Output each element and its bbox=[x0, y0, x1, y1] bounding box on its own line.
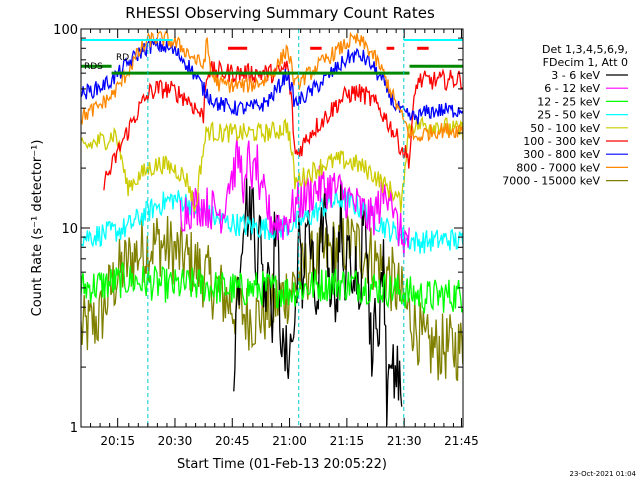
y-tick-label: 100 bbox=[53, 23, 78, 38]
legend-label: 800 - 7000 keV bbox=[516, 161, 600, 174]
footer-timestamp: 23-Oct-2021 01:04 bbox=[570, 470, 637, 478]
y-axis-label: Count Rate (s⁻¹ detector⁻¹) bbox=[30, 140, 45, 317]
series-line-50-100-kev bbox=[81, 115, 463, 213]
axis-ticks: 20:15 20:30 20:45 21:00 21:15 21:30 21:45 1 10 10… bbox=[53, 23, 479, 448]
x-tick-label: 20:45 bbox=[215, 434, 250, 448]
x-tick-label: 20:30 bbox=[158, 434, 193, 448]
x-tick-label: 21:15 bbox=[330, 434, 365, 448]
x-tick-label: 21:45 bbox=[444, 434, 479, 448]
legend-label: 3 - 6 keV bbox=[551, 69, 600, 82]
x-tick-label: 21:00 bbox=[272, 434, 307, 448]
legend-label: 7000 - 15000 keV bbox=[502, 175, 600, 188]
legend-label: 25 - 50 keV bbox=[537, 109, 600, 122]
legend-header-line-1: Det 1,3,4,5,6,9, bbox=[542, 43, 628, 56]
legend-label: 300 - 800 keV bbox=[523, 148, 600, 161]
y-tick-label: 1 bbox=[70, 421, 78, 436]
y-tick-label: 10 bbox=[61, 222, 78, 237]
series-line-100-300-kev bbox=[103, 59, 463, 191]
series-line-6-12-kev bbox=[179, 137, 410, 258]
overlay-layer bbox=[81, 29, 463, 427]
x-axis-label: Start Time (01-Feb-13 20:05:22) bbox=[177, 457, 387, 472]
x-tick-label: 20:15 bbox=[100, 434, 135, 448]
series-line-800-7000-kev bbox=[81, 30, 463, 142]
series-line-3-6-kev bbox=[233, 177, 403, 426]
flag-label-rds: RDS bbox=[84, 62, 103, 72]
chart-title: RHESSI Observing Summary Count Rates bbox=[125, 4, 435, 22]
legend-header-line-2: FDecim 1, Att 0 bbox=[543, 56, 628, 69]
series-layer bbox=[81, 30, 463, 426]
legend-label: 12 - 25 keV bbox=[537, 95, 600, 108]
series-line-12-25-kev bbox=[81, 262, 463, 314]
flag-label-rd: RD bbox=[116, 53, 129, 63]
legend-label: 50 - 100 keV bbox=[530, 122, 600, 135]
x-tick-label: 21:30 bbox=[387, 434, 422, 448]
legend-label: 6 - 12 keV bbox=[544, 82, 600, 95]
legend-label: 100 - 300 keV bbox=[523, 135, 600, 148]
